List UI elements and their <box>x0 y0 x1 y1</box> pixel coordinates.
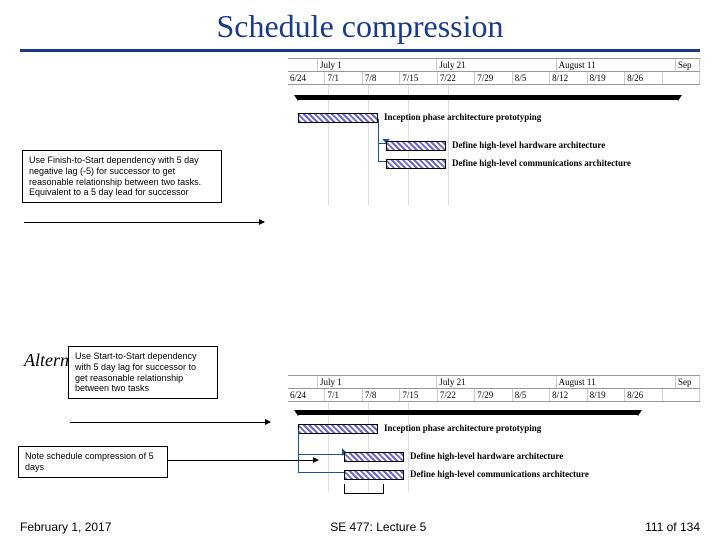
callout-arrow-icon <box>168 460 318 461</box>
task-area-bottom: Inception phase architecture prototyping… <box>288 402 700 492</box>
callout-finish-to-start: Use Finish-to-Start dependency with 5 da… <box>22 150 222 203</box>
task-bar-hardware <box>386 141 446 151</box>
slide-footer: February 1, 2017 SE 477: Lecture 5 111 o… <box>0 520 720 534</box>
date-cell: 7/1 <box>325 389 362 401</box>
date-cell <box>663 389 700 401</box>
callout-arrow-icon <box>70 422 270 423</box>
task-row: Define high-level hardware architecture <box>288 137 700 155</box>
task-row: Inception phase architecture prototyping <box>288 420 700 438</box>
date-cell: 8/12 <box>550 72 587 84</box>
summary-bar <box>298 95 678 100</box>
month-cell: Sep <box>676 376 700 388</box>
timeline-header-top: July 1 July 21 August 11 Sep 6/24 7/1 7/… <box>288 58 700 85</box>
task-row: Define high-level hardware architecture <box>288 448 700 466</box>
date-cell: 6/24 <box>288 72 325 84</box>
month-cell: August 11 <box>557 376 676 388</box>
date-cell: 7/29 <box>475 72 512 84</box>
month-cell: July 1 <box>318 59 437 71</box>
date-cell: 8/5 <box>513 72 550 84</box>
month-cell: Sep <box>676 59 700 71</box>
task-row: Define high-level communications archite… <box>288 155 700 173</box>
task-label: Define high-level communications archite… <box>410 469 589 479</box>
date-cell: 7/8 <box>363 389 400 401</box>
date-cell <box>663 72 700 84</box>
month-row: July 1 July 21 August 11 Sep <box>288 375 700 389</box>
task-label: Define high-level communications archite… <box>452 158 631 168</box>
dependency-link <box>298 454 299 472</box>
month-cell: July 1 <box>318 376 437 388</box>
month-cell: August 11 <box>557 59 676 71</box>
date-cell: 8/19 <box>588 72 625 84</box>
dependency-link <box>298 472 344 473</box>
date-cell: 7/22 <box>438 72 475 84</box>
month-cell <box>288 59 318 71</box>
task-label: Inception phase architecture prototyping <box>384 112 541 122</box>
task-label: Define high-level hardware architecture <box>452 140 605 150</box>
task-row: Inception phase architecture prototyping <box>288 109 700 127</box>
task-label: Define high-level hardware architecture <box>410 451 563 461</box>
task-row <box>288 89 700 107</box>
date-cell: 8/26 <box>625 72 662 84</box>
date-cell: 7/29 <box>475 389 512 401</box>
title-underline <box>20 49 700 52</box>
task-row: Define high-level communications archite… <box>288 466 700 484</box>
callout-compression-note: Note schedule compression of 5 days <box>18 446 168 478</box>
month-row: July 1 July 21 August 11 Sep <box>288 58 700 72</box>
footer-center: SE 477: Lecture 5 <box>330 520 426 534</box>
date-cell: 7/8 <box>363 72 400 84</box>
month-cell <box>288 376 318 388</box>
summary-bar <box>298 410 638 415</box>
slide-title: Schedule compression <box>0 0 720 49</box>
month-cell: July 21 <box>437 376 556 388</box>
date-cell: 7/15 <box>400 72 437 84</box>
footer-date: February 1, 2017 <box>20 520 111 534</box>
date-cell: 8/5 <box>513 389 550 401</box>
date-cell: 7/15 <box>400 389 437 401</box>
month-cell: July 21 <box>437 59 556 71</box>
date-cell: 7/1 <box>325 72 362 84</box>
date-row: 6/24 7/1 7/8 7/15 7/22 7/29 8/5 8/12 8/1… <box>288 72 700 85</box>
callout-arrow-icon <box>24 222 264 223</box>
compression-bracket <box>344 484 384 494</box>
dependency-link <box>378 161 386 162</box>
date-cell: 7/22 <box>438 389 475 401</box>
task-area-top: Inception phase architecture prototyping… <box>288 85 700 205</box>
task-bar-inception <box>298 424 378 434</box>
task-bar-hardware <box>344 452 404 462</box>
task-bar-comm <box>344 470 404 480</box>
date-cell: 8/26 <box>625 389 662 401</box>
footer-page: 111 of 134 <box>645 520 700 534</box>
date-cell: 6/24 <box>288 389 325 401</box>
timeline-header-bottom: July 1 July 21 August 11 Sep 6/24 7/1 7/… <box>288 375 700 402</box>
task-bar-inception <box>298 113 378 123</box>
date-cell: 8/12 <box>550 389 587 401</box>
dependency-link <box>378 143 379 161</box>
task-bar-comm <box>386 159 446 169</box>
task-label: Inception phase architecture prototyping <box>384 423 541 433</box>
callout-start-to-start: Use Start-to-Start dependency with 5 day… <box>68 346 218 399</box>
date-cell: 8/19 <box>588 389 625 401</box>
date-row: 6/24 7/1 7/8 7/15 7/22 7/29 8/5 8/12 8/1… <box>288 389 700 402</box>
